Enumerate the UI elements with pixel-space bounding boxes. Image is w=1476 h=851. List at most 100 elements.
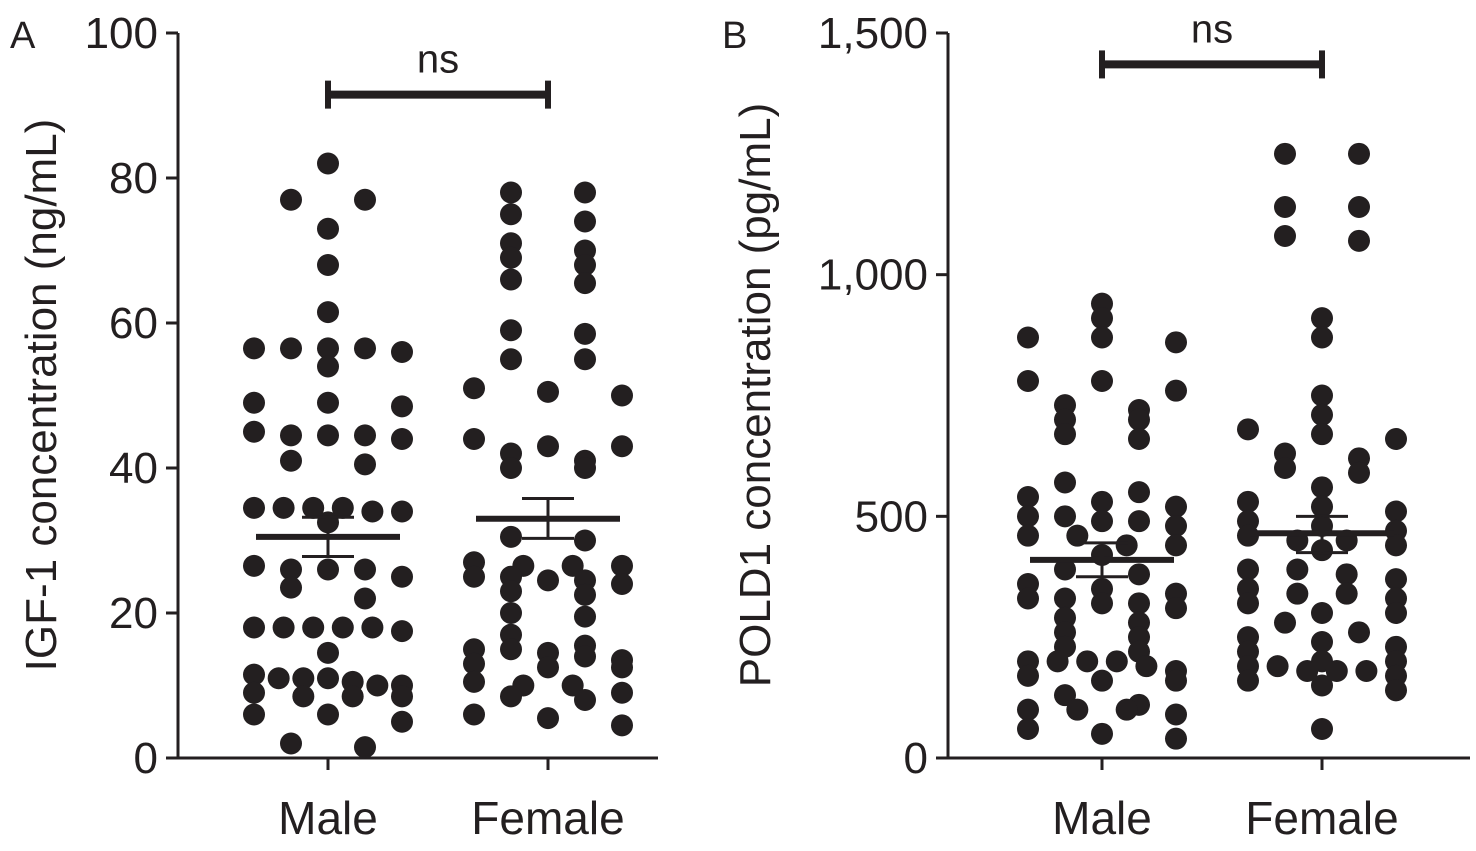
data-point bbox=[391, 710, 413, 733]
x-tick-labels: Male Female bbox=[278, 792, 625, 844]
data-point bbox=[1165, 534, 1187, 557]
data-point bbox=[302, 496, 325, 519]
data-point bbox=[1054, 423, 1076, 446]
data-point bbox=[317, 152, 339, 175]
data-point bbox=[243, 554, 265, 577]
data-point bbox=[1165, 379, 1187, 402]
data-point bbox=[1115, 534, 1138, 557]
data-point bbox=[1165, 495, 1187, 518]
data-point bbox=[1066, 524, 1089, 547]
data-point bbox=[1017, 718, 1039, 740]
data-point bbox=[1128, 592, 1150, 615]
data-point bbox=[574, 181, 596, 204]
axes bbox=[936, 31, 1470, 770]
significance-bracket: ns bbox=[1099, 7, 1325, 79]
data-point bbox=[1128, 563, 1150, 586]
data-point bbox=[1266, 655, 1289, 678]
data-point bbox=[1237, 524, 1259, 547]
y-tick-label: 20 bbox=[109, 589, 158, 638]
data-point bbox=[1076, 650, 1099, 673]
y-tick-label: 80 bbox=[109, 154, 158, 203]
data-point bbox=[611, 681, 633, 704]
data-point bbox=[1311, 423, 1333, 446]
data-point bbox=[574, 583, 596, 606]
data-point bbox=[280, 576, 302, 599]
data-point bbox=[611, 656, 633, 679]
data-point bbox=[1274, 457, 1296, 479]
data-point bbox=[243, 496, 265, 519]
data-point bbox=[561, 674, 584, 697]
y-tick-labels: 0 500 1,000 1,500 bbox=[818, 9, 928, 783]
data-point bbox=[354, 587, 376, 610]
y-tick-label: 1,500 bbox=[818, 9, 928, 58]
data-point bbox=[1115, 698, 1138, 721]
data-point bbox=[537, 435, 559, 458]
x-tick-label: Female bbox=[1245, 792, 1398, 844]
data-point bbox=[280, 424, 302, 447]
data-point bbox=[574, 210, 596, 233]
data-point bbox=[317, 391, 339, 414]
panel-label: B bbox=[722, 15, 747, 57]
data-point bbox=[1348, 621, 1370, 644]
data-point bbox=[243, 616, 265, 639]
data-point bbox=[1311, 495, 1333, 518]
data-point bbox=[1091, 669, 1113, 692]
data-point bbox=[361, 616, 384, 639]
data-point bbox=[391, 428, 413, 450]
data-point bbox=[500, 181, 522, 204]
data-point bbox=[1311, 718, 1333, 740]
data-point bbox=[574, 254, 596, 276]
data-point bbox=[574, 605, 596, 628]
data-point bbox=[1054, 471, 1076, 494]
data-point bbox=[1017, 326, 1039, 349]
data-point bbox=[1054, 684, 1076, 707]
data-point bbox=[272, 496, 295, 519]
data-point bbox=[280, 188, 302, 211]
data-point bbox=[1165, 727, 1187, 750]
data-point bbox=[500, 457, 522, 479]
y-tick-label: 0 bbox=[904, 734, 928, 783]
data-point bbox=[1091, 370, 1113, 392]
data-point bbox=[1017, 587, 1039, 610]
data-point bbox=[1348, 461, 1370, 484]
data-point bbox=[574, 529, 596, 552]
data-point bbox=[1017, 664, 1039, 687]
data-point bbox=[1128, 408, 1150, 431]
data-point bbox=[1165, 331, 1187, 354]
data-point bbox=[1105, 650, 1128, 673]
data-point bbox=[1311, 326, 1333, 349]
data-point bbox=[1046, 650, 1069, 673]
data-point bbox=[317, 703, 339, 726]
data-point bbox=[1128, 510, 1150, 533]
data-point bbox=[354, 558, 376, 581]
data-point bbox=[463, 377, 485, 400]
data-point bbox=[1348, 196, 1370, 218]
data-point bbox=[317, 424, 339, 447]
data-point bbox=[1017, 698, 1039, 721]
data-point bbox=[1348, 142, 1370, 165]
x-tick-label: Female bbox=[471, 792, 624, 844]
data-point bbox=[574, 689, 596, 711]
data-point bbox=[1385, 534, 1407, 557]
data-point bbox=[317, 217, 339, 240]
data-point bbox=[354, 424, 376, 447]
data-point bbox=[1385, 428, 1407, 450]
data-point bbox=[243, 681, 265, 704]
data-point bbox=[267, 667, 290, 690]
y-axis-label: POLD1 concentration (pg/mL) bbox=[731, 103, 780, 688]
axes bbox=[166, 31, 658, 770]
data-point bbox=[1054, 505, 1076, 528]
data-point bbox=[574, 457, 596, 479]
data-point bbox=[1237, 558, 1259, 581]
y-tick-label: 500 bbox=[855, 492, 928, 541]
y-tick-label: 0 bbox=[134, 734, 158, 783]
data-point bbox=[280, 732, 302, 755]
data-point bbox=[1296, 660, 1319, 682]
data-point bbox=[354, 453, 376, 476]
data-point bbox=[1017, 505, 1039, 528]
data-points bbox=[1017, 142, 1407, 750]
y-tick-label: 1,000 bbox=[818, 251, 928, 300]
data-point bbox=[1286, 558, 1309, 581]
data-point bbox=[574, 272, 596, 295]
